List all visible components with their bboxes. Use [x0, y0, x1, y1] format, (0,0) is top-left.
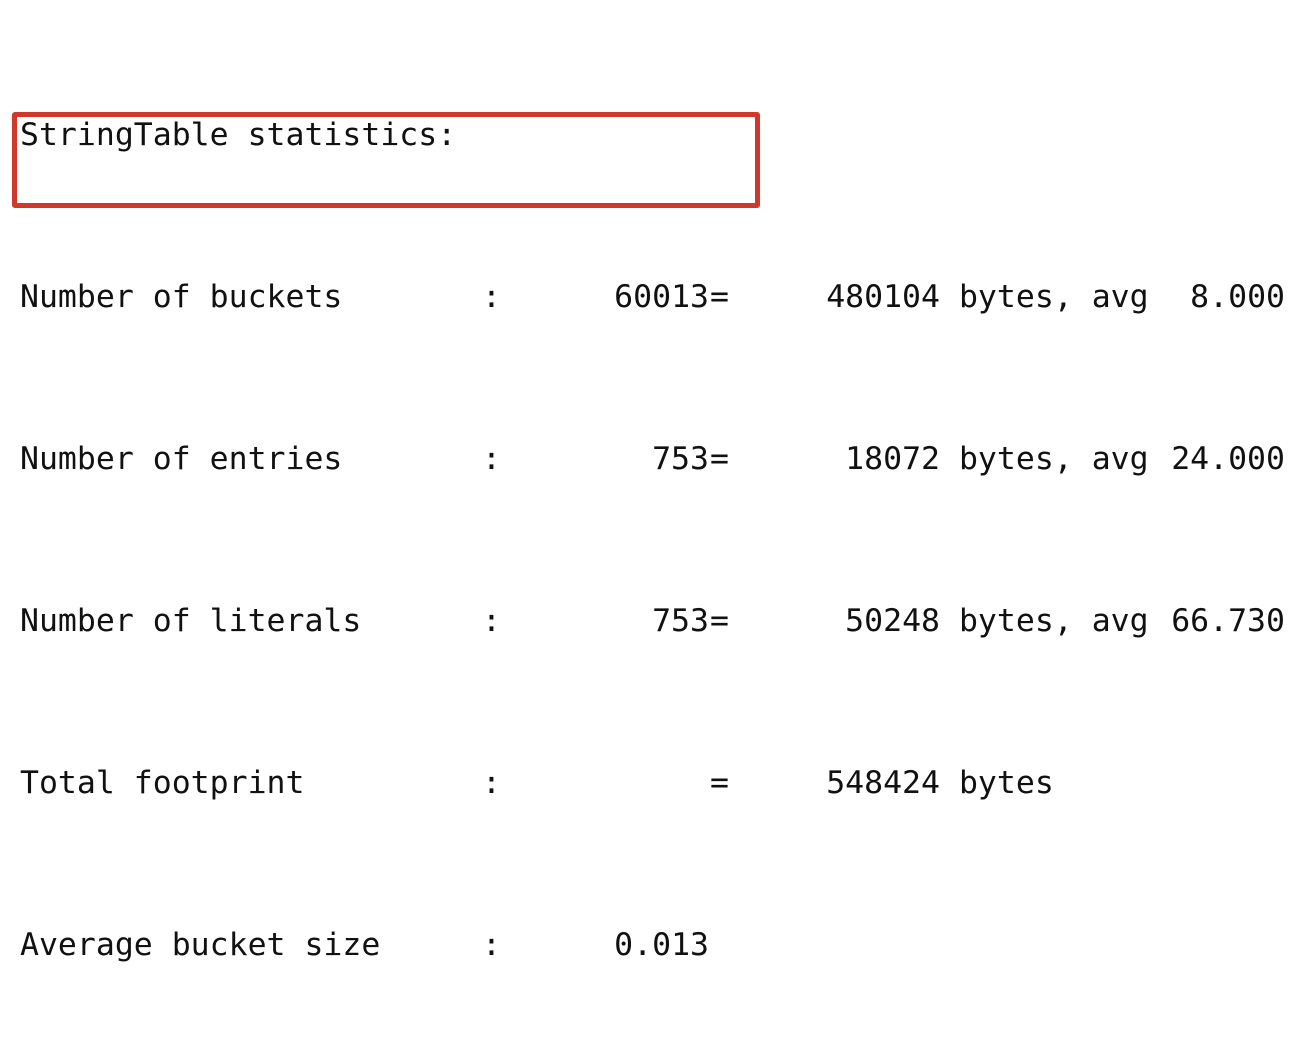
stat-label: Number of literals [20, 603, 362, 639]
stat-equals: = [710, 765, 729, 801]
stats-row-footprint: Total footprint : = 548424 bytes [20, 760, 1314, 814]
stat-bytes: 548424 [826, 765, 940, 801]
terminal-output: StringTable statistics: Number of bucket… [20, 4, 1314, 963]
stat-equals: = [710, 603, 729, 639]
stat-colon: : [482, 279, 501, 315]
stat-unit: bytes, avg [940, 603, 1149, 639]
stats-title: StringTable statistics: [20, 117, 457, 153]
stats-row-literals: Number of literals : 753 = 50248 bytes, … [20, 598, 1314, 652]
stats-row-entries: Number of entries : 753 = 18072 bytes, a… [20, 436, 1314, 490]
stat-unit: bytes, avg [940, 279, 1149, 315]
stat-equals: = [710, 441, 729, 477]
stat-label: Number of buckets [20, 279, 343, 315]
stat-label: Average bucket size [20, 927, 381, 963]
stat-count: 753 [652, 441, 709, 477]
stat-bytes: 480104 [826, 279, 940, 315]
stat-unit: bytes [940, 765, 1054, 801]
stat-avg: 66.730 [1171, 603, 1285, 639]
stat-colon: : [482, 603, 501, 639]
stats-row-average-bucket-size: Average bucket size : 0.013 [20, 922, 1314, 976]
stat-count: 753 [652, 603, 709, 639]
stat-equals: = [710, 279, 729, 315]
stat-unit: bytes, avg [940, 441, 1149, 477]
stat-colon: : [482, 441, 501, 477]
stat-avg: 24.000 [1171, 441, 1285, 477]
stat-count: 60013 [614, 279, 709, 315]
stat-avg: 8.000 [1190, 279, 1285, 315]
stat-label: Total footprint [20, 765, 305, 801]
stat-bytes: 50248 [845, 603, 940, 639]
stat-colon: : [482, 927, 501, 963]
stats-header-line: StringTable statistics: [20, 112, 1314, 166]
stat-colon: : [482, 765, 501, 801]
stat-label: Number of entries [20, 441, 343, 477]
stat-bytes: 18072 [845, 441, 940, 477]
stats-row-buckets: Number of buckets : 60013 = 480104 bytes… [20, 274, 1314, 328]
stat-count: 0.013 [614, 927, 709, 963]
